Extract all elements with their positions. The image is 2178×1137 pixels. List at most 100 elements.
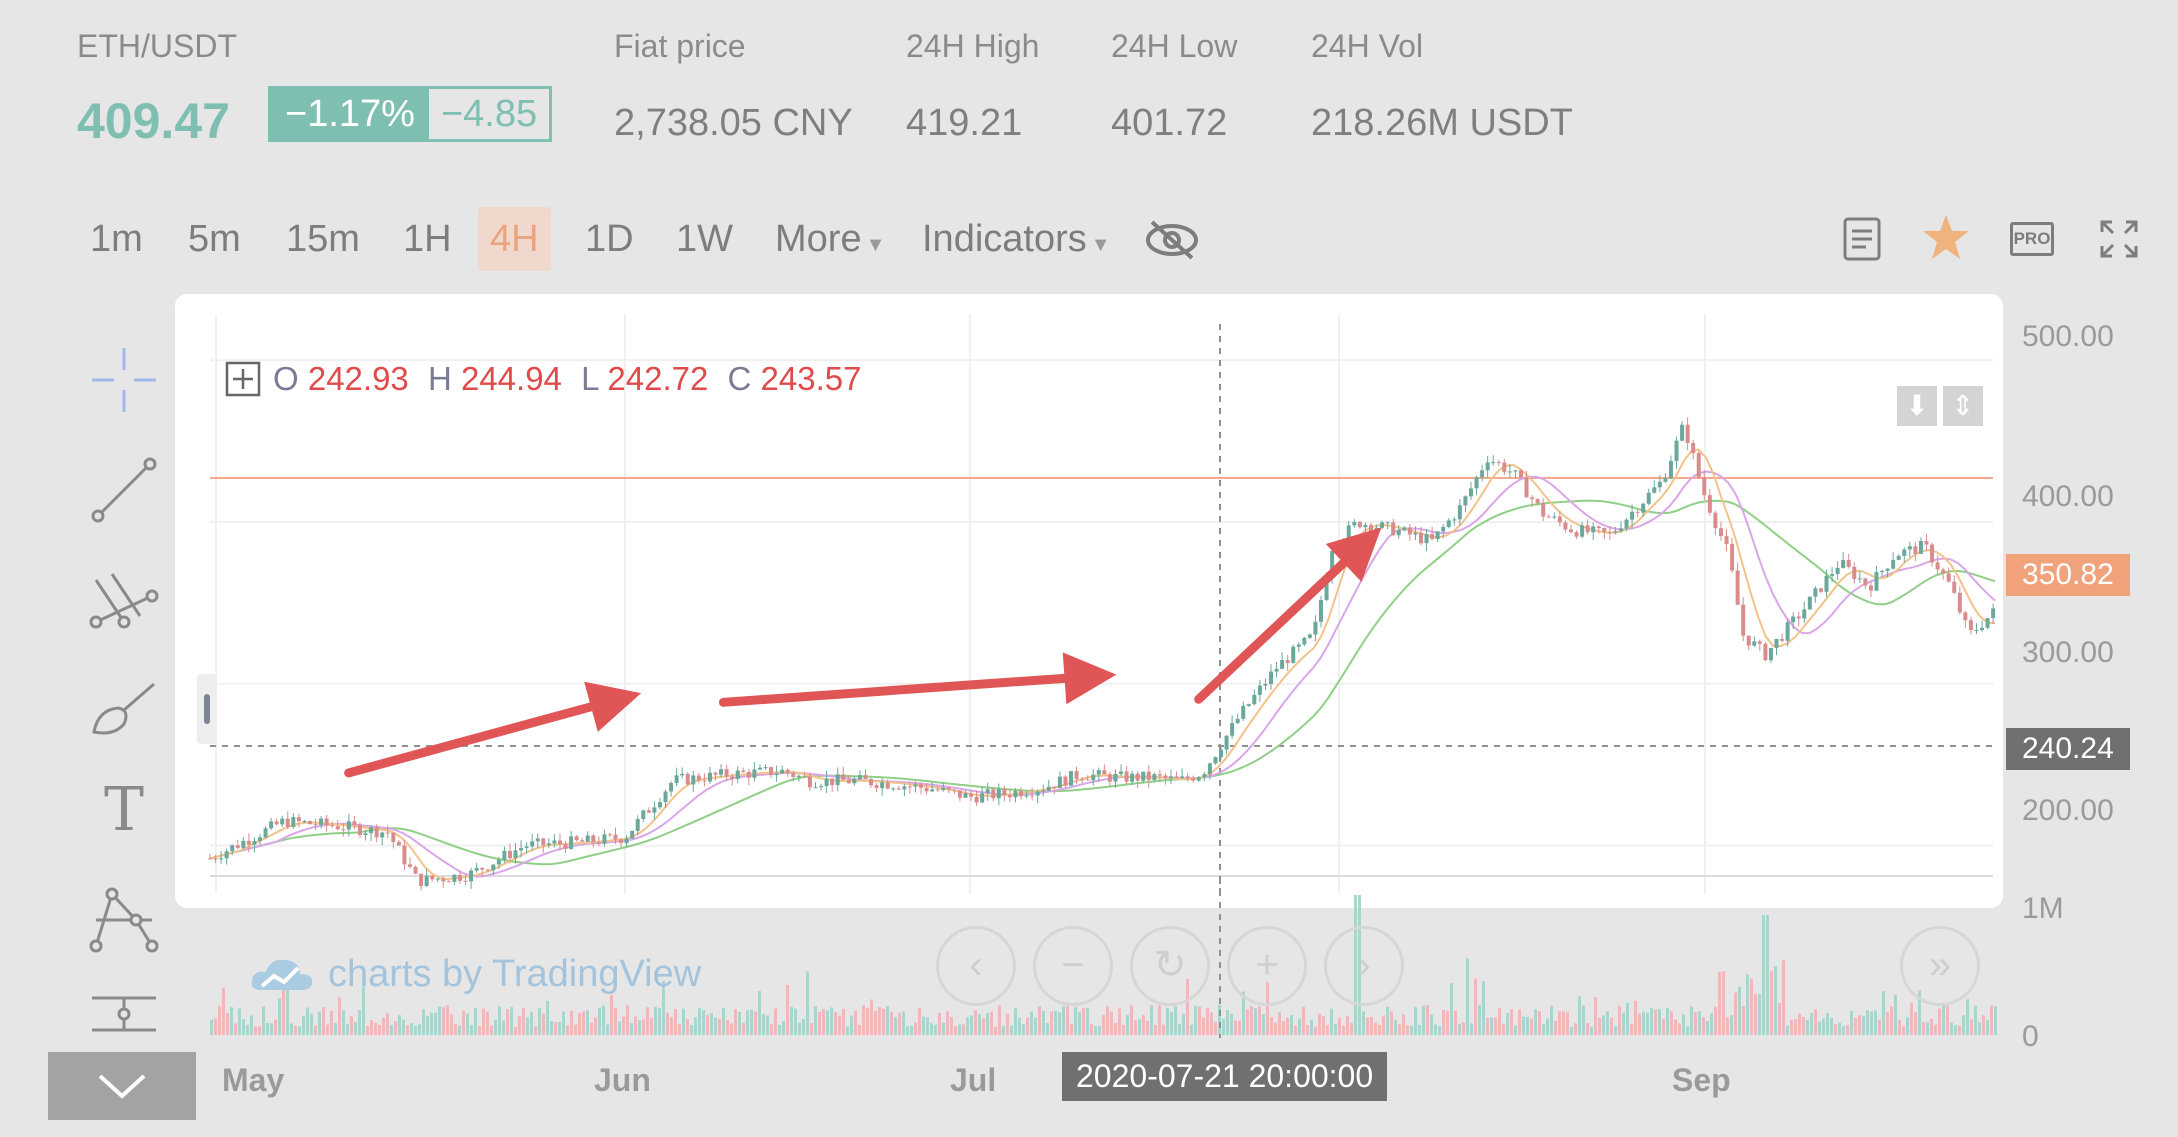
volume-bar <box>1834 1024 1837 1035</box>
candle-body <box>1657 481 1662 488</box>
volume-bar <box>682 1008 685 1035</box>
scroll-to-realtime-button[interactable]: » <box>1900 926 1980 1006</box>
handle-grip-icon <box>204 694 210 724</box>
scroll-left-handle[interactable] <box>197 674 217 744</box>
candle-body <box>341 829 346 831</box>
chevron-left-icon: ‹ <box>969 943 983 987</box>
volume-bar <box>1858 1015 1861 1035</box>
brush-icon[interactable] <box>84 670 164 750</box>
candle-body <box>1646 492 1651 504</box>
indicators-dropdown[interactable]: Indicators ▼ <box>922 207 1111 271</box>
hide-eye-icon[interactable] <box>1144 216 1200 264</box>
volume-bar <box>1598 1017 1601 1035</box>
volume-bar <box>1474 978 1477 1035</box>
volume-bar <box>1294 1025 1297 1035</box>
candle-body <box>724 769 729 777</box>
close-value: 243.57 <box>760 360 862 397</box>
interval-5m[interactable]: 5m <box>188 218 241 260</box>
volume-bar <box>1762 915 1765 1035</box>
measure-icon[interactable] <box>84 990 164 1040</box>
volume-bar <box>1566 1012 1569 1035</box>
candle-body <box>319 818 324 826</box>
scale-toggle-button[interactable]: ⇕ <box>1943 386 1983 426</box>
candle-body <box>480 867 485 870</box>
pattern-icon[interactable] <box>84 880 164 960</box>
candle-body <box>1930 544 1935 563</box>
candle-body <box>646 810 651 813</box>
volume-bar <box>1454 1010 1457 1035</box>
volume-bar <box>1710 1013 1713 1035</box>
volume-bar <box>1026 1017 1029 1035</box>
volume-bar <box>918 1007 921 1035</box>
interval-1h[interactable]: 1H <box>403 218 452 260</box>
candle-body <box>385 832 390 834</box>
volume-bar <box>242 1019 245 1035</box>
volume-bar <box>1114 1022 1117 1035</box>
expand-legend-icon[interactable] <box>225 361 261 397</box>
candle-body <box>1257 685 1262 695</box>
volume-bar <box>942 1022 945 1035</box>
volume-bar <box>1594 997 1597 1035</box>
interval-1w[interactable]: 1W <box>676 218 733 260</box>
volume-bar <box>846 1026 849 1035</box>
candle-body <box>1663 478 1668 482</box>
candle-body <box>1685 424 1690 443</box>
volume-bar <box>1326 1024 1329 1035</box>
candle-body <box>935 789 940 791</box>
candle-body <box>1107 774 1112 782</box>
volume-bar <box>298 1026 301 1035</box>
more-dropdown[interactable]: More ▼ <box>775 207 885 271</box>
interval-1m[interactable]: 1m <box>90 218 143 260</box>
interval-15m[interactable]: 15m <box>286 218 360 260</box>
arrows-vertical-icon: ⇕ <box>1951 390 1975 421</box>
zoom-out-button[interactable]: − <box>1033 926 1113 1006</box>
candle-body <box>552 840 557 844</box>
minus-icon: − <box>1061 943 1085 987</box>
candle-body <box>1141 771 1146 781</box>
crosshair-icon[interactable] <box>84 340 164 420</box>
text-icon[interactable]: T <box>103 775 145 845</box>
volume-bar <box>310 1013 313 1035</box>
volume-bar <box>1714 1006 1717 1035</box>
candle-body <box>791 772 796 777</box>
scroll-left-button[interactable]: ‹ <box>936 926 1016 1006</box>
volume-bar <box>1182 1013 1185 1035</box>
volume-bar <box>1606 1011 1609 1035</box>
volume-bar <box>1550 1005 1553 1035</box>
zoom-in-button[interactable]: + <box>1227 926 1307 1006</box>
scale-down-button[interactable]: ⬇ <box>1897 386 1937 426</box>
tradingview-brand[interactable]: charts by TradingView <box>248 952 701 996</box>
volume-bar <box>346 1023 349 1035</box>
interval-1d[interactable]: 1D <box>585 218 634 260</box>
star-icon[interactable] <box>1920 212 1972 264</box>
pitchfork-icon[interactable] <box>84 560 164 640</box>
chart-panel[interactable]: O 242.93 H 244.94 L 242.72 C 243.57 ⬇ ⇕ <box>175 294 2003 908</box>
reset-button[interactable]: ↻ <box>1130 926 1210 1006</box>
volume-bar <box>1110 1011 1113 1035</box>
candle-body <box>1468 488 1473 497</box>
candle-body <box>1852 566 1857 580</box>
volume-bar <box>1810 1013 1813 1035</box>
volume-bar <box>1286 1017 1289 1035</box>
candle-body <box>1624 519 1629 529</box>
candle-body <box>1368 524 1373 532</box>
candle-body <box>1202 774 1207 778</box>
interval-4h[interactable]: 4H <box>478 207 551 271</box>
trend-line-icon[interactable] <box>84 450 164 530</box>
volume-bar <box>546 1000 549 1035</box>
candle-body <box>1446 520 1451 527</box>
volume-bar <box>1870 1011 1873 1035</box>
notes-icon[interactable] <box>1842 216 1882 262</box>
volume-bar <box>1166 1007 1169 1035</box>
collapse-sidebar-button[interactable] <box>48 1052 196 1120</box>
volume-bar <box>1138 1019 1141 1035</box>
volume-pane[interactable] <box>175 878 2003 1038</box>
annotation-arrow-head <box>1325 527 1382 582</box>
fullscreen-icon[interactable] <box>2098 218 2140 260</box>
price-chart[interactable] <box>175 294 2003 908</box>
volume-bar <box>1674 1019 1677 1035</box>
change-percent: −1.17% <box>271 89 429 139</box>
pro-badge-icon[interactable]: PRO <box>2010 222 2054 256</box>
scroll-right-button[interactable]: › <box>1324 926 1404 1006</box>
candle-body <box>1246 704 1251 706</box>
